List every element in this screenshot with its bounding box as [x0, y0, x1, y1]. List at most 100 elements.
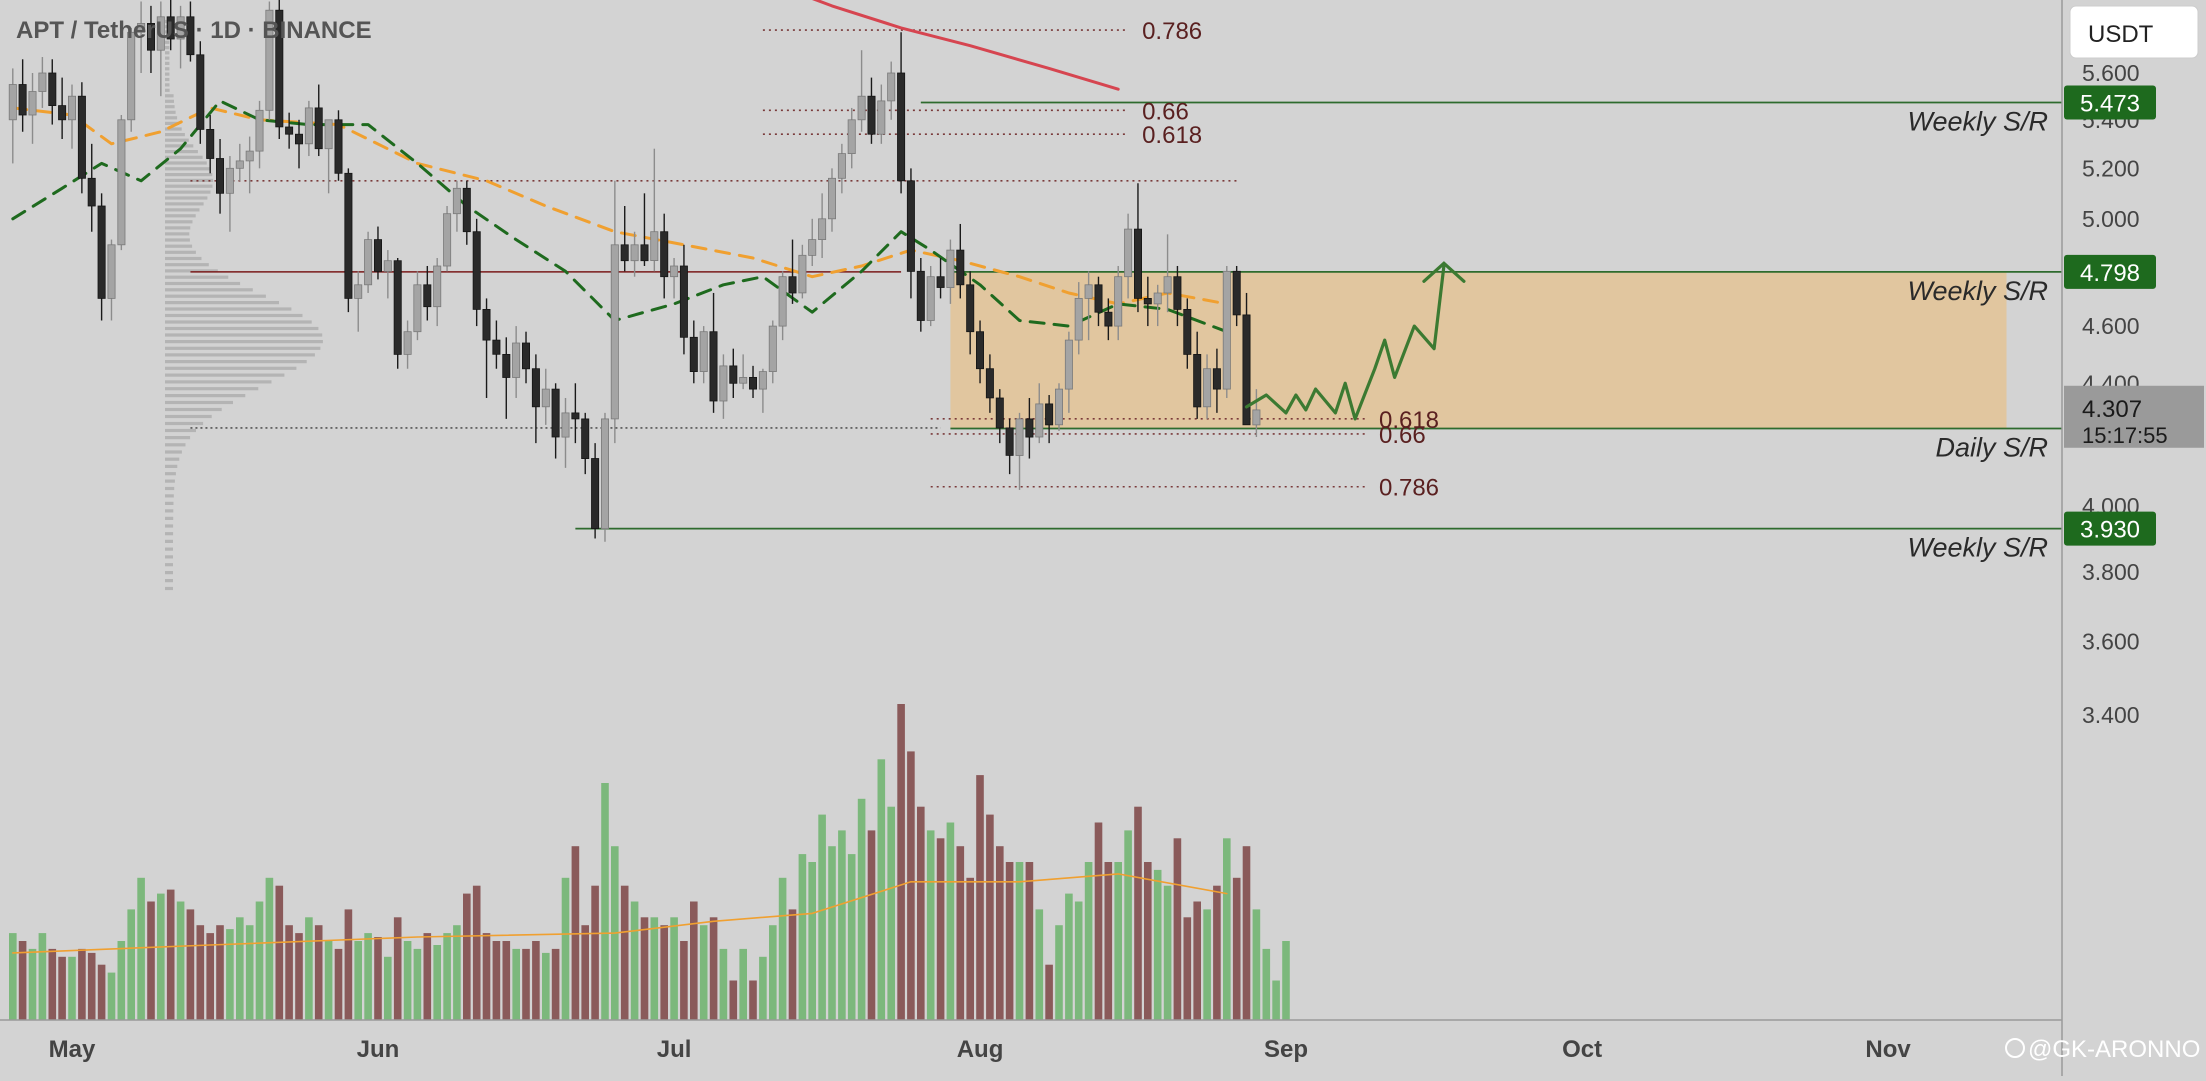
time-tick-label: Nov	[1865, 1036, 1911, 1063]
volume-profile-bar	[165, 40, 170, 44]
candle-body	[985, 368, 994, 399]
volume-bar	[196, 925, 205, 1020]
volume-profile-bar	[165, 88, 170, 92]
volume-profile-bar	[165, 509, 174, 513]
candle-body	[630, 244, 639, 262]
candle-body	[1045, 403, 1054, 426]
volume-bar	[58, 956, 66, 1020]
volume-bar	[117, 941, 126, 1020]
time-axis[interactable]: May Jun Jul Aug Sep Oct Nov	[49, 1036, 1912, 1063]
fib-level-label: 0.66	[1142, 98, 1189, 125]
candle-body	[1222, 270, 1231, 390]
volume-profile-bar	[165, 51, 170, 55]
candle-body	[285, 126, 294, 135]
currency-button[interactable]: USDT	[2069, 5, 2199, 59]
candle-body	[215, 158, 224, 194]
watermark-icon	[2005, 1038, 2025, 1058]
watermark-text: @GK-ARONNO	[2028, 1036, 2200, 1063]
candle-body	[1173, 276, 1182, 310]
volume-profile-bar	[165, 340, 323, 344]
volume-bar	[759, 956, 767, 1020]
volume-profile-bar	[165, 494, 174, 498]
volume-bar	[9, 933, 17, 1020]
volume-profile-bar	[165, 579, 173, 583]
projection-layer	[1244, 261, 1466, 421]
candle-body	[107, 244, 116, 299]
candle-body	[1015, 418, 1024, 456]
volume-bar	[482, 933, 491, 1020]
candle-body	[620, 244, 629, 262]
price-axis[interactable]: 5.6005.4005.2005.0004.6004.4004.0003.800…	[2064, 60, 2204, 728]
volume-bar	[542, 952, 550, 1021]
volume-bar	[463, 893, 471, 1020]
volume-bar	[344, 909, 353, 1020]
candle-body	[1124, 228, 1133, 278]
volume-profile-bar	[165, 61, 170, 65]
candle-body	[156, 16, 165, 51]
candle-body	[916, 270, 925, 321]
volume-bar	[650, 917, 659, 1020]
volume-profile-bar	[165, 184, 213, 188]
candle-body	[452, 187, 461, 215]
volume-profile-bar	[165, 127, 182, 131]
candle-body	[689, 336, 698, 372]
volume-profile-bar	[165, 394, 246, 398]
volume-bar	[917, 806, 925, 1020]
volume-bar	[1015, 862, 1024, 1020]
candle-body	[482, 308, 491, 341]
volume-bar	[1173, 838, 1182, 1020]
volume-profile-bar	[165, 83, 170, 87]
price-tick-label: 3.600	[2082, 628, 2140, 654]
sr-level-label: Weekly S/R	[1907, 107, 2048, 137]
candle-body	[127, 31, 136, 121]
candle-body	[383, 260, 392, 272]
candle-body	[1153, 292, 1162, 305]
volume-bar	[749, 980, 757, 1020]
candle-body	[225, 167, 234, 194]
last-price-badge	[2064, 385, 2204, 448]
candle-body	[472, 231, 481, 310]
currency-button-bg[interactable]	[2069, 5, 2199, 59]
volume-profile-bar	[165, 555, 173, 559]
volume-bar	[423, 933, 432, 1020]
volume-profile-bar	[165, 220, 193, 224]
volume-bar	[186, 909, 195, 1020]
volume-profile-bar	[165, 326, 319, 331]
volume-profile-bar	[165, 238, 190, 242]
volume-profile-bar	[165, 428, 196, 433]
volume-bar	[28, 948, 37, 1020]
volume-bar	[956, 846, 965, 1020]
volume-bar	[1193, 901, 1201, 1020]
currency-button-label[interactable]: USDT	[2088, 21, 2154, 48]
time-tick-label: Aug	[957, 1036, 1004, 1063]
volume-bar	[87, 952, 96, 1021]
candle-body	[373, 239, 382, 272]
volume-bar	[354, 941, 362, 1020]
volume-bar	[1065, 893, 1073, 1020]
volume-bar	[1084, 862, 1093, 1020]
candle-body	[739, 376, 748, 384]
candle-body	[1232, 270, 1241, 316]
volume-profile-bar	[165, 190, 211, 194]
candle-body	[531, 368, 540, 408]
candle-body	[364, 239, 373, 286]
candle-body	[877, 100, 886, 135]
volume-profile-bar	[165, 99, 174, 103]
price-tick-label: 5.000	[2082, 206, 2140, 232]
candle-body	[433, 265, 442, 308]
volume-profile-bar	[165, 436, 191, 440]
candle-body	[77, 95, 86, 179]
candle-body	[492, 339, 501, 355]
candle-body	[591, 458, 600, 529]
volume-profile-bar	[165, 501, 174, 505]
projection-arrowhead	[1422, 261, 1466, 283]
candle-body	[837, 153, 846, 179]
volume-profile-bar	[165, 387, 259, 391]
sr-level-label: Weekly S/R	[1907, 533, 2048, 563]
volume-bar	[472, 885, 481, 1020]
volume-profile-bar	[165, 232, 190, 236]
fib-level-label: 0.786	[1379, 475, 1439, 502]
candle-body	[166, 16, 175, 40]
